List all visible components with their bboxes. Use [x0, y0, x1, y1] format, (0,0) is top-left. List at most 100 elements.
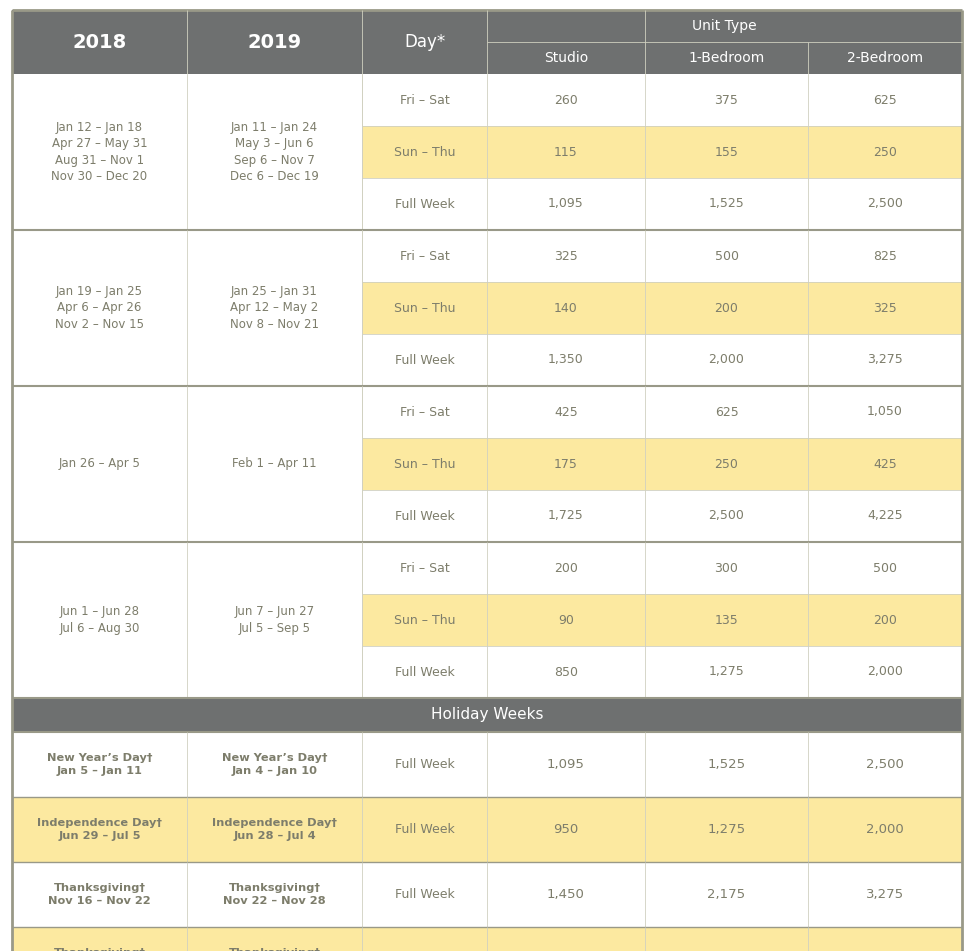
Bar: [487, 10, 962, 42]
Bar: [645, 178, 808, 230]
Bar: [808, 230, 962, 282]
Text: 2,000: 2,000: [867, 666, 903, 678]
Bar: [645, 282, 808, 334]
Bar: [487, 542, 645, 594]
Text: Jan 11 – Jan 24
May 3 – Jun 6
Sep 6 – Nov 7
Dec 6 – Dec 19: Jan 11 – Jan 24 May 3 – Jun 6 Sep 6 – No…: [230, 121, 318, 184]
Bar: [487, 334, 645, 386]
Bar: [808, 42, 962, 74]
Text: Fri – Sat: Fri – Sat: [399, 561, 449, 574]
Bar: [808, 282, 962, 334]
Bar: [487, 927, 645, 951]
Bar: [12, 10, 187, 74]
Bar: [362, 862, 487, 927]
Text: 135: 135: [715, 613, 738, 627]
Bar: [487, 42, 645, 74]
Bar: [362, 542, 487, 594]
Bar: [362, 126, 487, 178]
Text: Jan 19 – Jan 25
Apr 6 – Apr 26
Nov 2 – Nov 15: Jan 19 – Jan 25 Apr 6 – Apr 26 Nov 2 – N…: [55, 285, 144, 331]
Bar: [645, 126, 808, 178]
Bar: [645, 386, 808, 438]
Text: Full Week: Full Week: [394, 823, 455, 836]
Text: Jan 26 – Apr 5: Jan 26 – Apr 5: [58, 457, 140, 471]
Bar: [808, 862, 962, 927]
Bar: [12, 927, 187, 951]
Bar: [808, 797, 962, 862]
Bar: [808, 74, 962, 126]
Text: 3,275: 3,275: [866, 888, 904, 901]
Bar: [645, 797, 808, 862]
Text: Fri – Sat: Fri – Sat: [399, 93, 449, 107]
Text: 950: 950: [553, 823, 579, 836]
Text: 90: 90: [558, 613, 574, 627]
Text: 4,225: 4,225: [867, 510, 903, 522]
Bar: [362, 10, 487, 74]
Bar: [645, 438, 808, 490]
Bar: [362, 927, 487, 951]
Bar: [487, 282, 645, 334]
Bar: [362, 74, 487, 126]
Bar: [187, 862, 362, 927]
Text: 1,350: 1,350: [548, 354, 583, 366]
Bar: [187, 797, 362, 862]
Text: Jun 7 – Jun 27
Jul 5 – Sep 5: Jun 7 – Jun 27 Jul 5 – Sep 5: [235, 605, 315, 634]
Text: 2,000: 2,000: [866, 823, 904, 836]
Text: 500: 500: [873, 561, 897, 574]
Text: 1,450: 1,450: [547, 888, 585, 901]
Text: Sun – Thu: Sun – Thu: [393, 301, 455, 315]
Bar: [487, 646, 645, 698]
Bar: [362, 282, 487, 334]
Bar: [487, 732, 645, 797]
Bar: [808, 594, 962, 646]
Text: Thanksgiving†
Nov 16 – Nov 22: Thanksgiving† Nov 16 – Nov 22: [48, 883, 151, 906]
Text: 155: 155: [715, 146, 738, 159]
Bar: [187, 927, 362, 951]
Text: Studio: Studio: [543, 51, 588, 65]
Bar: [187, 732, 362, 797]
Bar: [808, 334, 962, 386]
Bar: [808, 732, 962, 797]
Bar: [362, 797, 487, 862]
Text: 325: 325: [554, 249, 578, 262]
Text: Full Week: Full Week: [394, 198, 455, 210]
Text: 625: 625: [715, 405, 738, 418]
Bar: [808, 386, 962, 438]
Bar: [808, 126, 962, 178]
Text: 850: 850: [554, 666, 578, 678]
Bar: [808, 646, 962, 698]
Text: 1,725: 1,725: [548, 510, 583, 522]
Bar: [645, 42, 808, 74]
Bar: [487, 862, 645, 927]
Text: Full Week: Full Week: [394, 666, 455, 678]
Text: Fri – Sat: Fri – Sat: [399, 405, 449, 418]
Bar: [12, 230, 187, 386]
Bar: [12, 386, 187, 542]
Bar: [362, 230, 487, 282]
Bar: [808, 927, 962, 951]
Bar: [487, 230, 645, 282]
Bar: [487, 438, 645, 490]
Bar: [12, 732, 187, 797]
Text: Holiday Weeks: Holiday Weeks: [431, 708, 543, 723]
Text: 175: 175: [554, 457, 578, 471]
Text: 425: 425: [554, 405, 578, 418]
Bar: [487, 594, 645, 646]
Text: Full Week: Full Week: [394, 354, 455, 366]
Text: 260: 260: [554, 93, 578, 107]
Text: Jan 12 – Jan 18
Apr 27 – May 31
Aug 31 – Nov 1
Nov 30 – Dec 20: Jan 12 – Jan 18 Apr 27 – May 31 Aug 31 –…: [52, 121, 148, 184]
Text: Day*: Day*: [404, 33, 445, 51]
Bar: [362, 334, 487, 386]
Bar: [645, 732, 808, 797]
Text: 2,000: 2,000: [708, 354, 744, 366]
Bar: [362, 646, 487, 698]
Text: Thanksgiving†
Nov 29 – Dec 5: Thanksgiving† Nov 29 – Dec 5: [228, 948, 321, 951]
Bar: [645, 334, 808, 386]
Text: New Year’s Day†
Jan 4 – Jan 10: New Year’s Day† Jan 4 – Jan 10: [222, 753, 327, 776]
Text: 1,525: 1,525: [707, 758, 745, 771]
Bar: [362, 178, 487, 230]
Bar: [187, 74, 362, 230]
Text: 425: 425: [873, 457, 897, 471]
Text: Full Week: Full Week: [394, 888, 455, 901]
Text: 1-Bedroom: 1-Bedroom: [689, 51, 765, 65]
Bar: [645, 646, 808, 698]
Text: 115: 115: [554, 146, 578, 159]
